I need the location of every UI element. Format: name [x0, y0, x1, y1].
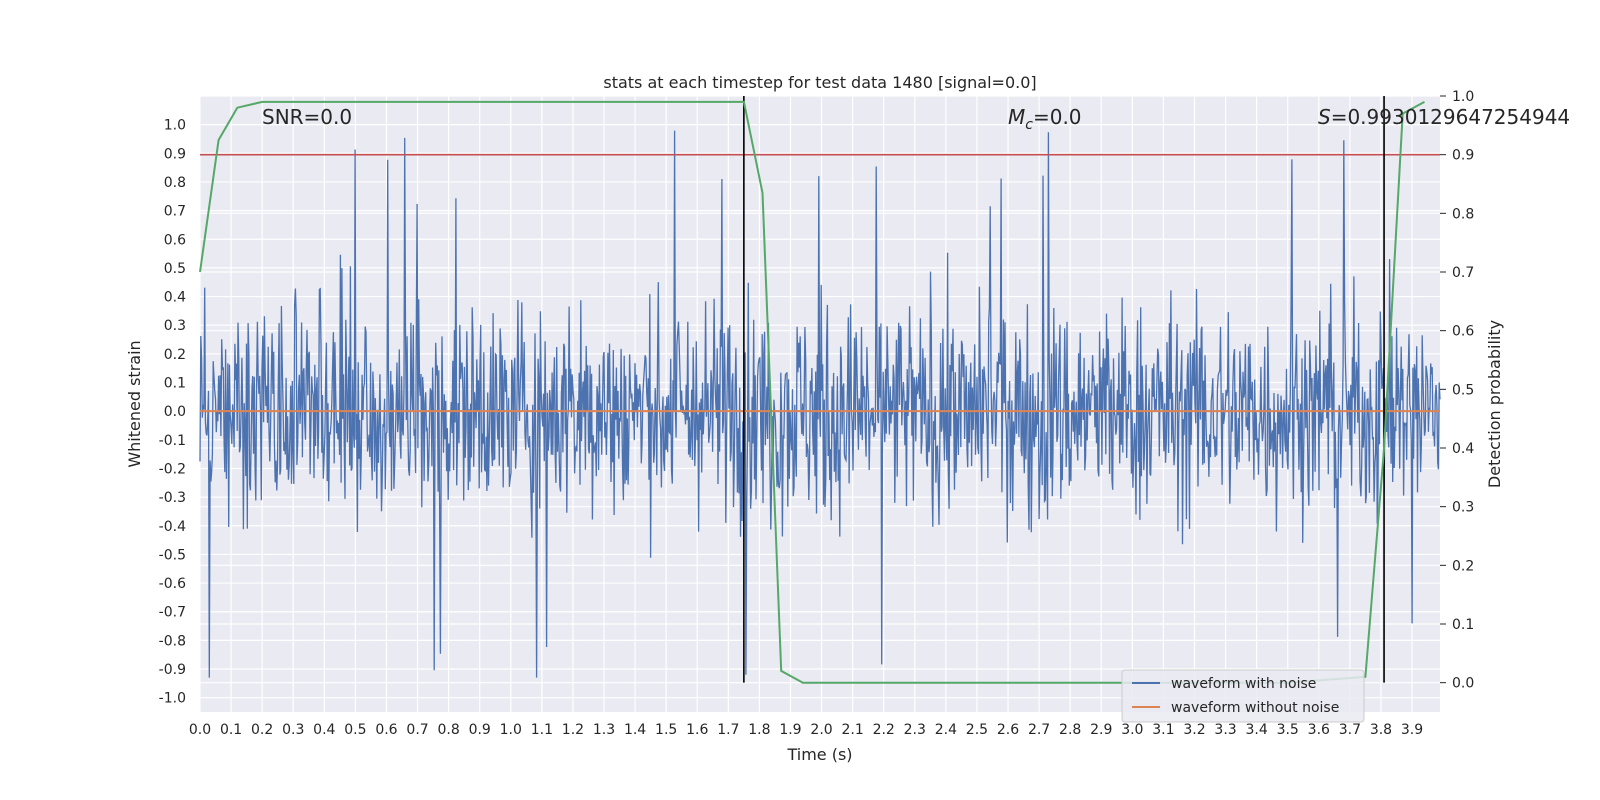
- y-tick-label: 0.7: [164, 204, 186, 220]
- x-tick-label: 0.2: [251, 722, 273, 738]
- y2-tick-label: 0.9: [1452, 148, 1474, 164]
- y2-tick-label: 0.8: [1452, 206, 1474, 222]
- y-tick-label: -0.8: [159, 633, 186, 649]
- x-tick-label: 0.5: [344, 722, 366, 738]
- noise-waveform-line: [199, 130, 1441, 678]
- s-symbol: S: [1318, 105, 1331, 129]
- x-tick-label: 2.8: [1059, 722, 1081, 738]
- y-tick-label: -0.5: [159, 547, 186, 563]
- x-tick-label: 2.0: [810, 722, 832, 738]
- x-tick-label: 0.3: [282, 722, 304, 738]
- y-tick-label: 0.1: [164, 376, 186, 392]
- y-tick-label: 0.9: [164, 146, 186, 162]
- s-value: =0.9930129647254944: [1331, 105, 1570, 129]
- mc-value: =0.0: [1033, 105, 1082, 129]
- y-tick-label: 0.5: [164, 261, 186, 277]
- y-tick-label: 0.0: [164, 404, 186, 420]
- x-tick-label: 1.7: [717, 722, 739, 738]
- x-tick-label: 1.2: [562, 722, 584, 738]
- x-tick-label: 1.5: [655, 722, 677, 738]
- mc-annotation: Mc=0.0: [1008, 105, 1082, 133]
- y-tick-label: -0.3: [159, 490, 186, 506]
- x-tick-label: 3.7: [1339, 722, 1361, 738]
- x-tick-label: 0.8: [437, 722, 459, 738]
- legend-box: [1121, 669, 1365, 723]
- y-tick-label: 0.3: [164, 318, 186, 334]
- y-tick-label: -1.0: [159, 691, 186, 707]
- ticks-group: 0.0 0.1 0.2 0.3 0.4 0.5 0.6 0.7 0.8 0.9 1.0 1.1 1.2 1…: [159, 89, 1475, 738]
- x-tick-label: 3.9: [1401, 722, 1423, 738]
- x-tick-label: 2.2: [873, 722, 895, 738]
- legend-label-clean: waveform without noise: [1171, 700, 1339, 716]
- mc-subscript: c: [1025, 117, 1033, 133]
- x-tick-label: 3.4: [1246, 722, 1268, 738]
- x-tick-label: 3.0: [1121, 722, 1143, 738]
- y-tick-label: -0.4: [159, 519, 186, 535]
- chart-title: stats at each timestep for test data 148…: [603, 73, 1036, 92]
- y2-axis-label: Detection probability: [1485, 320, 1504, 488]
- y-tick-label: 0.2: [164, 347, 186, 363]
- x-tick-label: 1.0: [500, 722, 522, 738]
- x-tick-label: 3.8: [1370, 722, 1392, 738]
- y2-tick-label: 0.3: [1452, 500, 1474, 516]
- y2-tick-label: 0.5: [1452, 382, 1474, 398]
- y-tick-label: 0.4: [164, 290, 186, 306]
- y2-tick-label: 0.4: [1452, 441, 1474, 457]
- y2-tick-label: 0.7: [1452, 265, 1474, 281]
- x-tick-label: 3.1: [1152, 722, 1174, 738]
- x-tick-label: 2.4: [935, 722, 957, 738]
- y-tick-label: 1.0: [164, 118, 186, 134]
- y-tick-label: -0.2: [159, 461, 186, 477]
- y-tick-label: 0.6: [164, 232, 186, 248]
- y-tick-label: -0.6: [159, 576, 186, 592]
- y-axis-label: Whitened strain: [125, 340, 144, 467]
- y2-tick-label: 0.0: [1452, 676, 1474, 692]
- x-tick-label: 0.1: [220, 722, 242, 738]
- x-tick-label: 3.2: [1183, 722, 1205, 738]
- y-tick-label: -0.9: [159, 662, 186, 678]
- y-tick-label: -0.7: [159, 605, 186, 621]
- x-tick-label: 2.3: [904, 722, 926, 738]
- x-tick-label: 2.5: [966, 722, 988, 738]
- x-axis-label: Time (s): [786, 745, 852, 764]
- x-tick-label: 1.3: [593, 722, 615, 738]
- x-tick-label: 0.4: [313, 722, 335, 738]
- x-tick-label: 2.1: [841, 722, 863, 738]
- x-tick-label: 0.0: [189, 722, 211, 738]
- legend-label-noise: waveform with noise: [1171, 676, 1316, 692]
- x-tick-label: 2.6: [997, 722, 1019, 738]
- x-tick-label: 2.7: [1028, 722, 1050, 738]
- x-tick-label: 2.9: [1090, 722, 1112, 738]
- snr-annotation: SNR=0.0: [262, 105, 352, 129]
- x-tick-label: 1.4: [624, 722, 646, 738]
- s-annotation: S=0.9930129647254944: [1318, 105, 1570, 129]
- x-tick-label: 1.8: [748, 722, 770, 738]
- y2-tick-label: 0.2: [1452, 558, 1474, 574]
- x-tick-label: 0.7: [406, 722, 428, 738]
- y-tick-label: 0.8: [164, 175, 186, 191]
- y2-tick-label: 0.6: [1452, 324, 1474, 340]
- x-tick-label: 3.3: [1214, 722, 1236, 738]
- x-tick-label: 1.6: [686, 722, 708, 738]
- mc-symbol: M: [1008, 105, 1025, 129]
- y-tick-label: -0.1: [159, 433, 186, 449]
- x-tick-label: 0.9: [469, 722, 491, 738]
- x-tick-label: 1.9: [779, 722, 801, 738]
- x-tick-label: 3.5: [1277, 722, 1299, 738]
- legend: waveform with noise waveform without noi…: [1121, 669, 1365, 723]
- y2-tick-label: 0.1: [1452, 617, 1474, 633]
- x-tick-label: 1.1: [531, 722, 553, 738]
- y2-tick-label: 1.0: [1452, 89, 1474, 105]
- x-tick-label: 0.6: [375, 722, 397, 738]
- x-tick-label: 3.6: [1308, 722, 1330, 738]
